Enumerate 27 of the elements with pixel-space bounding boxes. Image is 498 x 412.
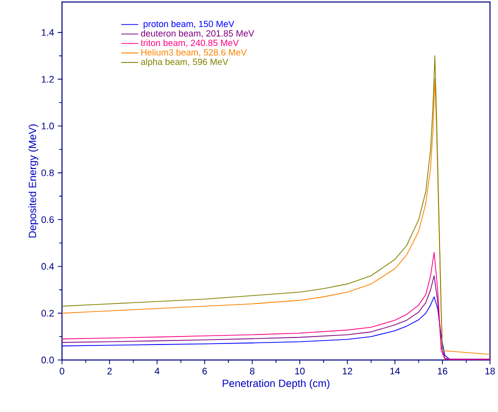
legend-label: proton beam, 150 MeV	[144, 20, 234, 29]
legend-label: alpha beam, 596 MeV	[141, 58, 228, 67]
x-tick-label: 16	[438, 368, 448, 374]
y-tick-label: 1.0	[42, 122, 54, 130]
x-tick-label: 6	[202, 368, 207, 374]
legend-label: deuteron beam, 201.85 MeV	[141, 30, 254, 38]
x-tick-label: 4	[154, 368, 160, 374]
line-series	[62, 55, 443, 352]
line-series	[62, 252, 490, 360]
x-tick-label: 10	[295, 368, 305, 374]
y-tick-label: 0.0	[41, 356, 54, 364]
y-tick-label: 1.4	[42, 29, 54, 36]
x-tick-label: 12	[342, 368, 352, 374]
y-tick-label: 0.4	[41, 263, 54, 270]
x-tick-label: 0	[60, 368, 64, 374]
x-tick-label: 8	[250, 368, 254, 374]
y-axis-title: Deposited Energy (MeV)	[28, 124, 38, 238]
y-tick-label: 1.2	[42, 76, 54, 83]
x-axis-title: Penetration Depth (cm)	[222, 379, 330, 390]
y-tick-label: 0.6	[41, 216, 54, 223]
legend-label: triton beam, 240.85 MeV	[140, 39, 239, 48]
y-tick-label: 0.2	[41, 310, 54, 317]
x-tick-label: 18	[485, 368, 495, 374]
x-tick-label: 14	[390, 368, 400, 374]
x-tick-label: 2	[107, 368, 112, 374]
y-tick-label: 0.8	[41, 169, 54, 176]
legend-label: Helium3 beam, 528.6 MeV	[141, 48, 247, 57]
